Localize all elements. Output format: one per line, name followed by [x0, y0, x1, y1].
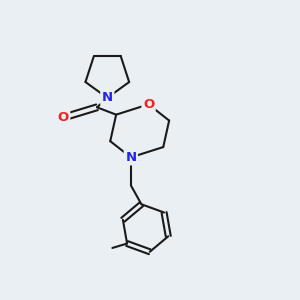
Text: N: N	[125, 151, 136, 164]
Text: N: N	[102, 92, 113, 104]
Text: O: O	[143, 98, 154, 111]
Text: O: O	[58, 111, 69, 124]
